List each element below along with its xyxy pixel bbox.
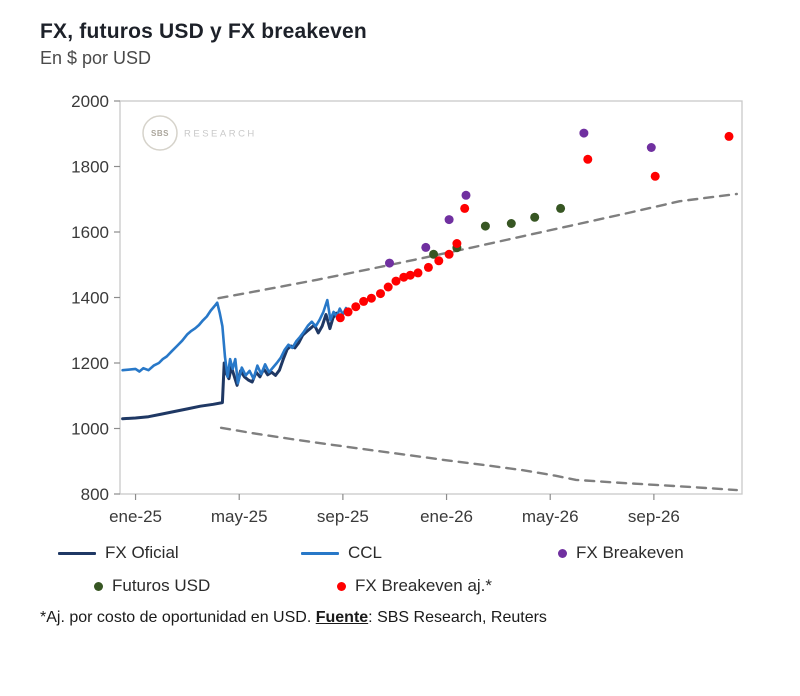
y-tick-label: 2000 [71, 92, 109, 111]
point-fx-breakeven-aj [383, 282, 393, 292]
legend-row: Futuros USD FX Breakeven aj.* [58, 576, 772, 596]
chart-legend: FX Oficial CCL FX Breakeven Futuros USD FX B… [58, 543, 772, 596]
point-fx-breakeven [461, 190, 471, 200]
watermark-label: RESEARCH [184, 129, 257, 140]
x-tick-label: may-26 [522, 507, 579, 526]
point-fx-breakeven-aj [366, 293, 376, 303]
point-fx-breakeven-aj [444, 249, 454, 259]
point-futuros-usd [506, 219, 516, 228]
y-tick-label: 1800 [71, 158, 109, 177]
point-fx-breakeven-aj [391, 276, 401, 286]
footnote-prefix: *Aj. por costo de oportunidad en USD. [40, 609, 316, 626]
point-fx-breakeven-aj [335, 313, 345, 323]
watermark-badge: SBS [151, 129, 169, 138]
point-fx-breakeven-aj [405, 270, 415, 280]
point-fx-breakeven-aj [359, 296, 369, 306]
sbs-research-watermark: SBS RESEARCH [142, 115, 257, 151]
legend-label: FX Oficial [105, 543, 179, 562]
x-tick-label: ene-26 [420, 507, 473, 526]
y-tick-label: 1200 [71, 354, 109, 373]
point-fx-breakeven-aj [452, 239, 462, 248]
y-tick-label: 1400 [71, 289, 109, 308]
legend-item-fx-breakeven-aj: FX Breakeven aj.* [337, 576, 492, 596]
legend-label: Futuros USD [112, 576, 211, 595]
legend-item-ccl: CCL [301, 543, 558, 563]
fx-chart-svg: 800 1000 1200 1400 1600 1800 2000 ene-25 may-25 s… [71, 92, 743, 526]
x-tick-label: may-25 [211, 507, 268, 526]
legend-item-fx-oficial: FX Oficial [58, 543, 301, 563]
legend-item-fx-breakeven: FX Breakeven [558, 543, 684, 563]
legend-row: FX Oficial CCL FX Breakeven [58, 543, 772, 563]
point-futuros-usd [530, 212, 540, 222]
point-fx-breakeven-aj [376, 289, 385, 299]
series-banda-superior [217, 192, 738, 300]
point-fx-breakeven-aj [650, 171, 660, 181]
footnote-suffix: : SBS Research, Reuters [368, 609, 547, 626]
point-fx-breakeven-aj [724, 131, 734, 141]
point-fx-breakeven-aj [460, 203, 470, 213]
legend-label: FX Breakeven [576, 543, 684, 562]
plot-area [119, 100, 743, 495]
series-ccl [121, 298, 350, 385]
chart-subtitle: En $ por USD [40, 48, 152, 68]
chart-title: FX, futuros USD y FX breakeven [40, 20, 367, 43]
y-tick-label: 1600 [71, 223, 109, 242]
point-fx-breakeven-aj [423, 262, 433, 272]
y-tick-label: 1000 [71, 420, 109, 439]
point-fx-breakeven [421, 242, 431, 252]
point-fx-breakeven [646, 143, 656, 152]
dot-swatch-icon [337, 581, 346, 591]
x-tick-label: ene-25 [109, 507, 162, 526]
point-fx-breakeven-aj [583, 154, 593, 164]
legend-label: FX Breakeven aj.* [355, 576, 493, 595]
point-fx-breakeven [444, 215, 454, 225]
dot-swatch-icon [94, 581, 103, 591]
point-fx-breakeven [579, 128, 589, 138]
chart-footnote: *Aj. por costo de oportunidad en USD. Fu… [40, 609, 772, 627]
x-tick-label: sep-26 [628, 507, 680, 526]
line-swatch-icon [58, 551, 96, 555]
point-fx-breakeven-aj [434, 256, 444, 266]
legend-label: CCL [348, 543, 383, 562]
point-fx-breakeven-aj [343, 307, 353, 317]
y-tick-label: 800 [81, 485, 109, 504]
point-futuros-usd [556, 203, 566, 213]
point-fx-breakeven-aj [351, 302, 361, 312]
footnote-fuente: Fuente [315, 609, 369, 626]
series-banda-inferior [219, 426, 738, 492]
point-futuros-usd [429, 249, 439, 259]
x-tick-label: sep-25 [317, 507, 369, 526]
line-swatch-icon [301, 551, 339, 555]
point-fx-breakeven [385, 258, 394, 268]
point-futuros-usd [480, 221, 490, 231]
dot-swatch-icon [558, 548, 567, 558]
sbs-logo-icon [142, 115, 178, 151]
fx-chart: 800 1000 1200 1400 1600 1800 2000 ene-25 may-25 s… [52, 79, 772, 539]
point-fx-breakeven-aj [413, 268, 423, 278]
legend-item-futuros-usd: Futuros USD [94, 576, 337, 596]
